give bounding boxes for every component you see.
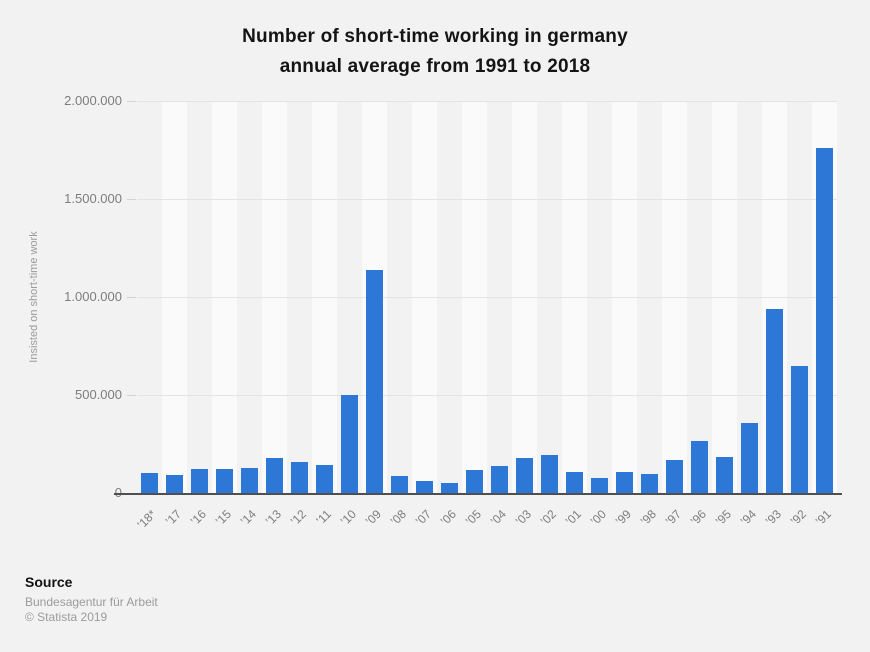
chart-bar-13 [266, 458, 283, 494]
chart-title-line1: Number of short-time working in germany [242, 26, 628, 47]
chart-bar-92 [791, 366, 808, 494]
chart-bar-95 [716, 457, 733, 494]
chart-bar-07 [416, 481, 433, 494]
chart-bar-16 [191, 469, 208, 494]
y-tick-mark [127, 199, 136, 200]
chart-bar-03 [516, 458, 533, 494]
source-label: Source [25, 574, 73, 590]
chart-bar-12 [291, 462, 308, 494]
y-tick-label-1000000: 1.000.000 [64, 289, 122, 304]
y-tick-label-1500000: 1.500.000 [64, 191, 122, 206]
x-axis-line [114, 493, 842, 495]
chart-bar-91 [816, 148, 833, 494]
gridline-1500000 [137, 199, 837, 200]
chart-bar-01 [566, 472, 583, 494]
gridline-2000000 [137, 101, 837, 102]
source-name: Bundesagentur für Arbeit [25, 595, 158, 609]
chart-bar-00 [591, 478, 608, 494]
chart-bar-98 [641, 474, 658, 494]
gridline-1000000 [137, 297, 837, 298]
y-tick-label-0: 0 [0, 484, 122, 502]
plot-area [137, 101, 837, 494]
chart-bar-97 [666, 460, 683, 494]
chart-bar-09 [366, 270, 383, 494]
chart-bar-99 [616, 472, 633, 494]
chart-bar-14 [241, 468, 258, 494]
chart-title: Number of short-time working in germany … [0, 22, 870, 82]
y-tick-mark [127, 395, 136, 396]
chart-title-line2: annual average from 1991 to 2018 [279, 56, 591, 77]
chart-bar-05 [466, 470, 483, 494]
chart-bar-08 [391, 476, 408, 494]
chart-bar-94 [741, 423, 758, 494]
chart-bar-18* [141, 473, 158, 494]
chart-bar-17 [166, 475, 183, 494]
chart-bar-10 [341, 395, 358, 494]
y-tick-label-2000000: 2.000.000 [64, 93, 122, 108]
chart-bar-06 [441, 483, 458, 494]
y-tick-label-500000: 500.000 [75, 387, 122, 402]
chart-bar-93 [766, 309, 783, 494]
chart-bar-96 [691, 441, 708, 494]
chart-bar-15 [216, 469, 233, 494]
chart-bar-11 [316, 465, 333, 494]
gridline-500000 [137, 395, 837, 396]
y-tick-mark [127, 297, 136, 298]
chart-bar-02 [541, 455, 558, 494]
chart-bar-04 [491, 466, 508, 494]
copyright: © Statista 2019 [25, 610, 108, 624]
chart-footer: Source Bundesagentur für Arbeit © Statis… [25, 574, 158, 625]
y-tick-mark [127, 101, 136, 102]
